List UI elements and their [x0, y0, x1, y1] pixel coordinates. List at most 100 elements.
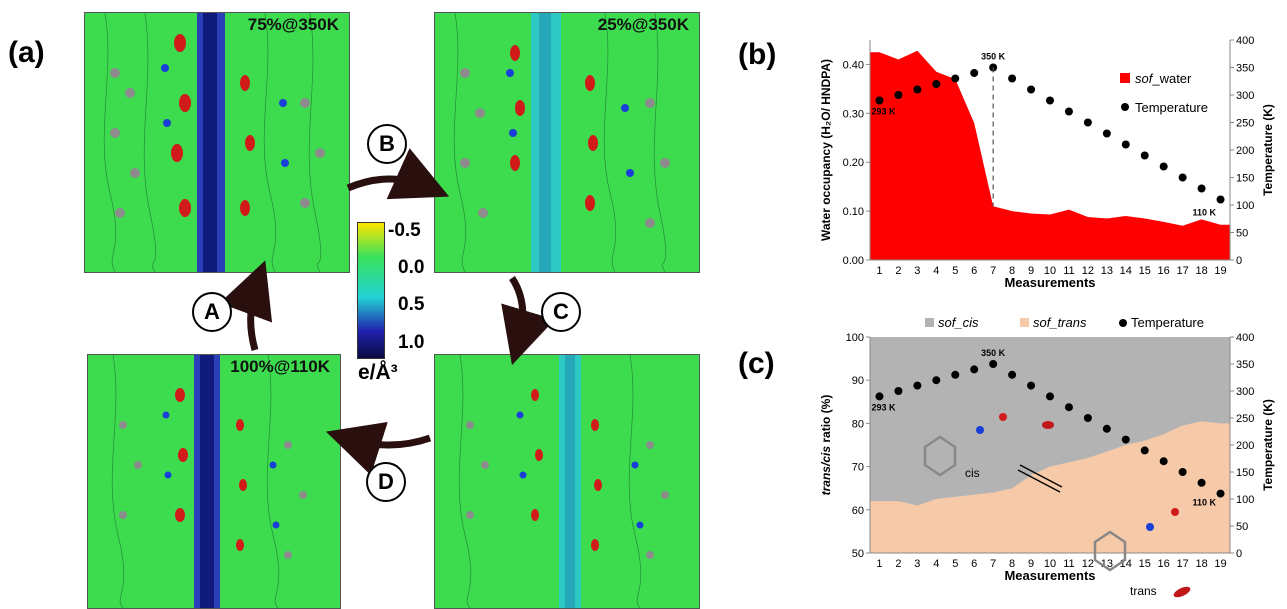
y2-tick-label: 350 — [1236, 359, 1254, 371]
temperature-point — [1178, 468, 1187, 476]
map-title: 100%@110K — [230, 357, 330, 376]
x-tick-label: 2 — [895, 558, 901, 570]
density-map-image — [435, 355, 699, 608]
x-tick-label: 8 — [1009, 558, 1015, 570]
legend-label-part: sof — [1135, 71, 1154, 86]
y2-tick-label: 200 — [1236, 145, 1254, 157]
temperature-point — [1159, 457, 1168, 466]
x-tick-label: 16 — [1158, 558, 1170, 570]
temperature-point — [1159, 162, 1168, 171]
x-tick-label: 18 — [1195, 558, 1207, 570]
legend-swatch-temp — [1119, 319, 1127, 327]
temperature-point — [875, 96, 884, 105]
annotation-peak: 350 K — [981, 348, 1006, 358]
legend-swatch-trans — [1020, 318, 1029, 327]
legend-label-temp: Temperature — [1135, 100, 1208, 115]
panel-label-c: (c) — [738, 347, 775, 380]
legend-label-temp: Temperature — [1131, 315, 1204, 330]
colorbar-tick: -0.5 — [388, 220, 421, 241]
x-tick-label: 9 — [1028, 558, 1034, 570]
equilibrium-arrow — [1017, 469, 1061, 493]
density-map-bottom-right — [434, 354, 700, 609]
temperature-point — [951, 370, 960, 379]
x-tick-label: 17 — [1177, 558, 1189, 570]
y2-tick-label: 400 — [1236, 332, 1254, 344]
density-map-bottom-left: 100%@110K — [87, 354, 341, 609]
y2-tick-label: 250 — [1236, 118, 1254, 130]
y-axis-label-part: cis — [819, 446, 833, 463]
temperature-point — [1008, 74, 1017, 83]
temperature-point — [894, 387, 903, 395]
colorbar-tick: 0.0 — [398, 257, 425, 278]
y-tick-label: 0.30 — [843, 108, 864, 120]
colorbar — [357, 222, 385, 359]
x-tick-label: 12 — [1082, 558, 1094, 570]
temperature-point — [1140, 151, 1149, 160]
legend-swatch-temp — [1121, 103, 1129, 111]
y-axis-label: Water occupancy (H₂O/ HNDPA) — [819, 59, 833, 241]
step-c-label: C — [541, 292, 581, 332]
y-tick-label: 50 — [852, 548, 864, 560]
x-tick-label: 1 — [876, 558, 882, 570]
y2-tick-label: 350 — [1236, 63, 1254, 75]
arrow-b — [346, 148, 450, 200]
y2-tick-label: 400 — [1236, 35, 1254, 47]
cis-molecule-illustration — [923, 413, 1054, 477]
legend-label-trans: sof_trans — [1033, 315, 1087, 330]
y2-axis-label: Temperature (K) — [1261, 399, 1275, 491]
x-tick-label: 8 — [1009, 265, 1015, 277]
legend-swatch-water — [1120, 73, 1130, 83]
temperature-point — [875, 392, 884, 401]
temperature-point — [932, 80, 941, 88]
temperature-point — [1140, 446, 1149, 455]
x-tick-label: 2 — [895, 265, 901, 277]
y2-tick-label: 250 — [1236, 413, 1254, 425]
legend-swatch-cis — [925, 318, 934, 327]
y-tick-label: 0.00 — [843, 255, 864, 267]
temperature-point — [894, 91, 903, 99]
x-tick-label: 7 — [990, 558, 996, 570]
temperature-point — [989, 360, 998, 368]
x-tick-label: 3 — [914, 558, 920, 570]
colorbar-tick: 1.0 — [398, 332, 425, 353]
temperature-point — [1027, 85, 1036, 94]
density-map-top-right: 25%@350K — [434, 12, 700, 273]
cis-oxygen — [999, 413, 1007, 421]
trans-molecule-illustration — [1093, 508, 1191, 598]
x-tick-label: 13 — [1101, 265, 1113, 277]
y-axis-label-part: ratio (%) — [819, 395, 833, 446]
temperature-point — [970, 365, 979, 374]
annotation-end: 110 K — [1193, 498, 1217, 508]
x-tick-label: 18 — [1195, 265, 1207, 277]
arrow-a — [219, 260, 273, 351]
temperature-point — [1197, 184, 1206, 193]
y2-tick-label: 100 — [1236, 200, 1254, 212]
x-tick-label: 7 — [990, 265, 996, 277]
x-tick-label: 4 — [933, 265, 939, 277]
x-axis-label: Measurements — [1004, 275, 1095, 290]
x-tick-label: 19 — [1214, 558, 1226, 570]
trans-nitrogen — [1146, 523, 1154, 531]
y-tick-label: 0.10 — [843, 206, 864, 218]
x-tick-label: 10 — [1044, 558, 1056, 570]
x-tick-label: 17 — [1177, 265, 1189, 277]
x-axis-label: Measurements — [1004, 568, 1095, 583]
density-map-image — [88, 355, 340, 608]
temperature-point — [1046, 392, 1054, 401]
y2-tick-label: 0 — [1236, 255, 1242, 267]
temperature-point — [1064, 403, 1073, 412]
y2-tick-label: 0 — [1236, 548, 1242, 560]
temperature-point — [913, 85, 922, 94]
x-tick-label: 12 — [1082, 265, 1094, 277]
y-tick-label: 0.40 — [843, 59, 864, 71]
y2-tick-label: 300 — [1236, 386, 1254, 398]
temperature-point — [1008, 370, 1017, 379]
annotation-cis: cis — [965, 466, 980, 480]
legend-label-cis: sof_cis — [938, 315, 979, 330]
x-tick-label: 1 — [876, 265, 882, 277]
temperature-point — [1102, 424, 1111, 433]
y-tick-label: 0.20 — [843, 157, 864, 169]
temperature-point — [1083, 118, 1092, 127]
